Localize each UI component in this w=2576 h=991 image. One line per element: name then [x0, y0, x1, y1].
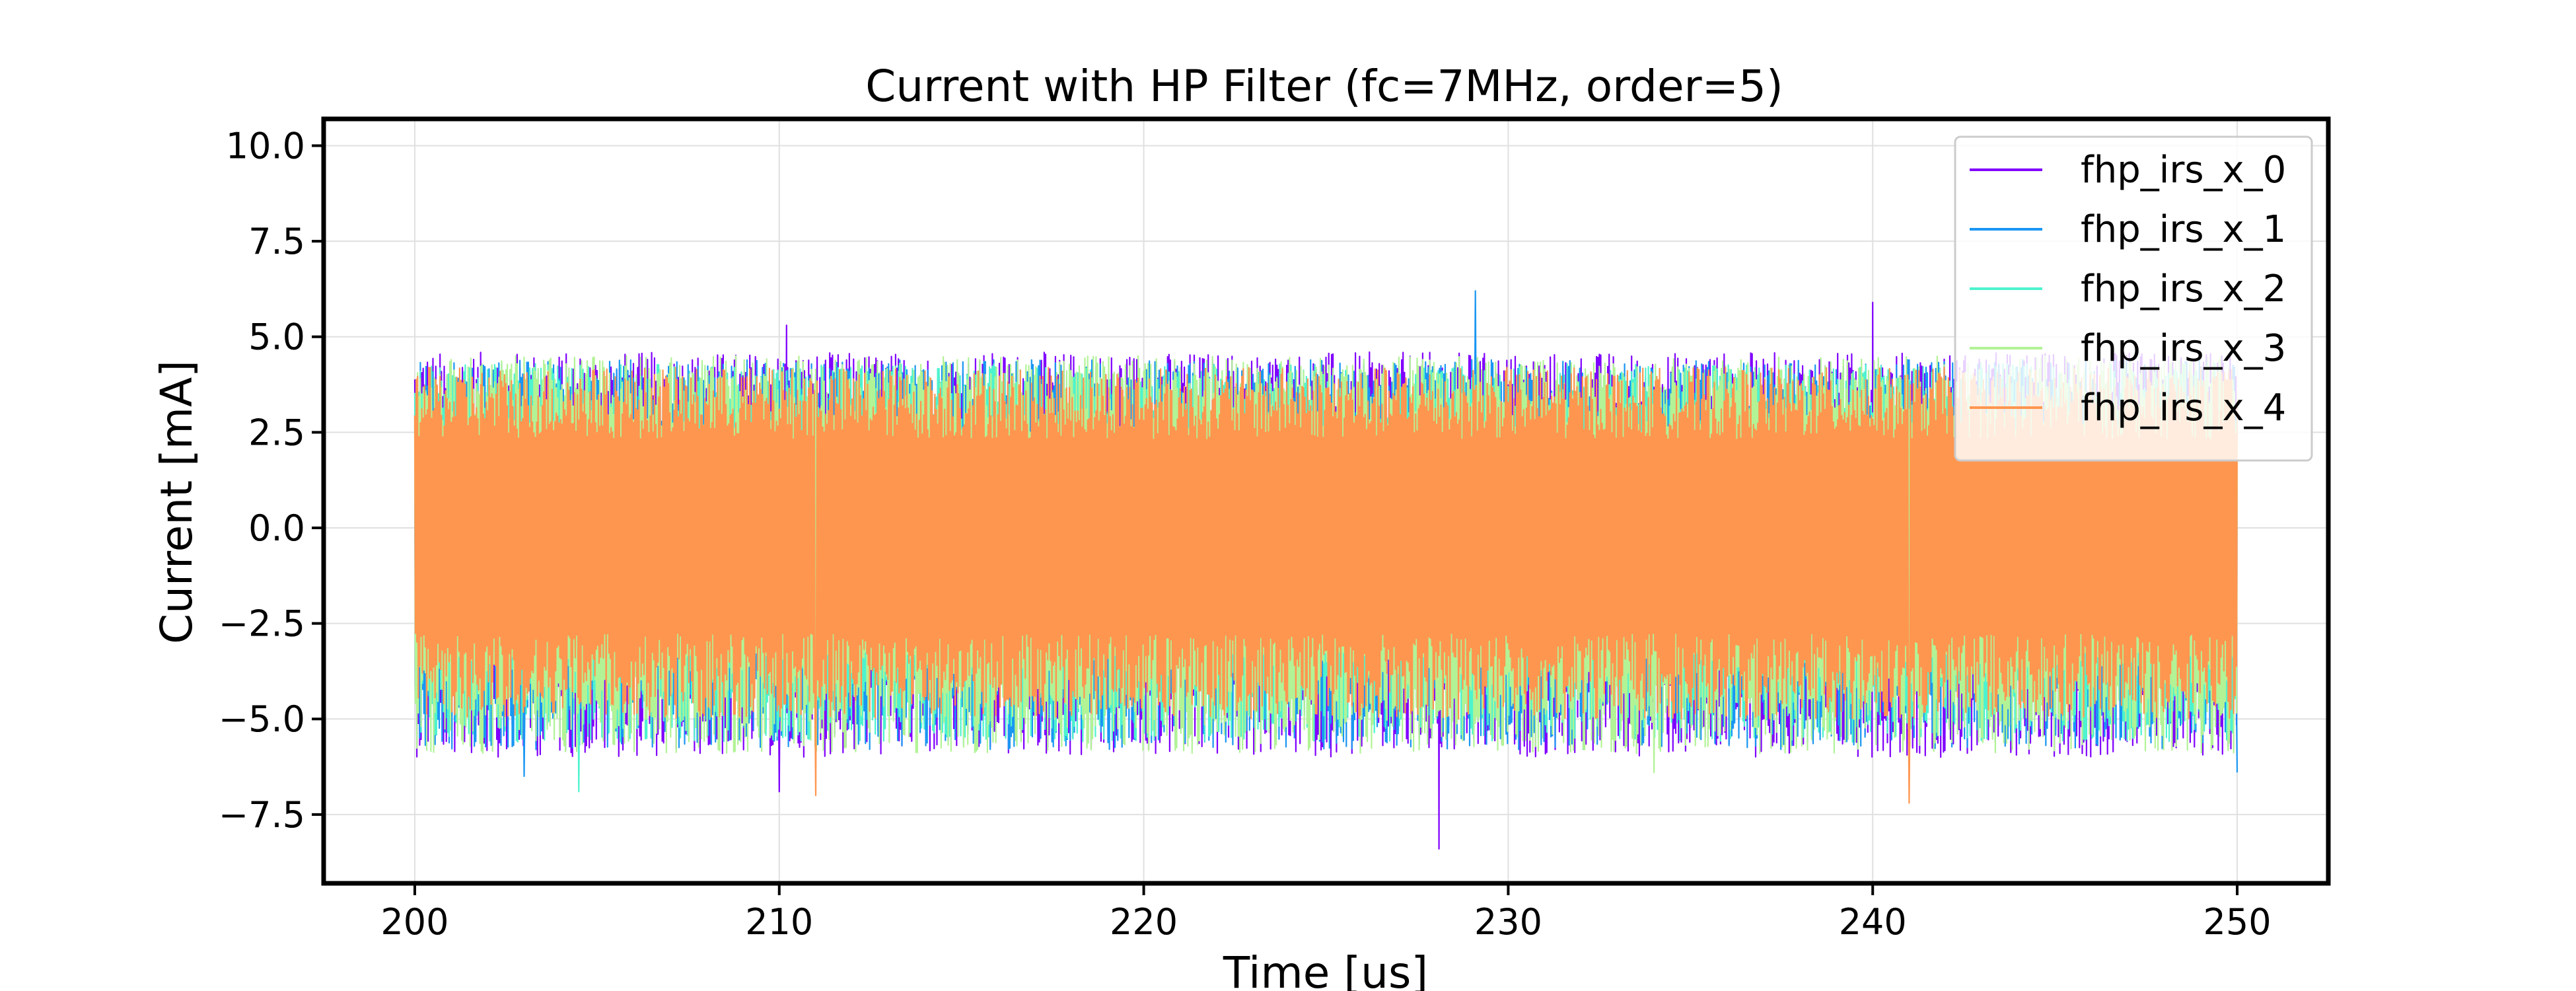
legend-label: fhp_irs_x_1 [2081, 208, 2286, 251]
legend: fhp_irs_x_0 fhp_irs_x_1 fhp_irs_x_2 fhp_irs… [1954, 135, 2313, 462]
legend-label: fhp_irs_x_3 [2081, 327, 2286, 370]
y-axis-label: Current [mA] [151, 360, 202, 644]
y-tick-label: 10.0 [226, 125, 305, 166]
legend-box [1954, 135, 2313, 462]
y-tick-label: 7.5 [248, 221, 305, 262]
y-tick-label: −5.0 [219, 698, 305, 740]
series-layer [413, 290, 2238, 850]
chart-title: Current with HP Filter (fc=7MHz, order=5… [865, 61, 1783, 112]
x-tick-label: 200 [380, 901, 448, 943]
y-axis: 10.0 7.5 5.0 2.5 0.0 −2.5 −5.0 −7.5 [219, 125, 324, 836]
x-tick-label: 220 [1110, 901, 1178, 943]
legend-label: fhp_irs_x_4 [2081, 386, 2286, 429]
x-tick-label: 210 [745, 901, 813, 943]
legend-label: fhp_irs_x_2 [2081, 268, 2286, 311]
y-tick-label: 2.5 [248, 412, 305, 453]
x-axis: 200 210 220 230 240 250 [380, 883, 2272, 943]
x-axis-label: Time [us] [1223, 947, 1428, 991]
x-tick-label: 240 [1839, 901, 1907, 943]
y-tick-label: −2.5 [219, 603, 305, 645]
legend-label: fhp_irs_x_0 [2081, 149, 2286, 192]
x-tick-label: 230 [1474, 901, 1542, 943]
y-tick-label: −7.5 [219, 794, 305, 836]
y-tick-label: 0.0 [248, 507, 305, 549]
plot-frame [321, 116, 2331, 886]
series-line-4 [413, 367, 2238, 804]
x-tick-label: 250 [2203, 901, 2272, 943]
y-tick-label: 5.0 [248, 316, 305, 358]
